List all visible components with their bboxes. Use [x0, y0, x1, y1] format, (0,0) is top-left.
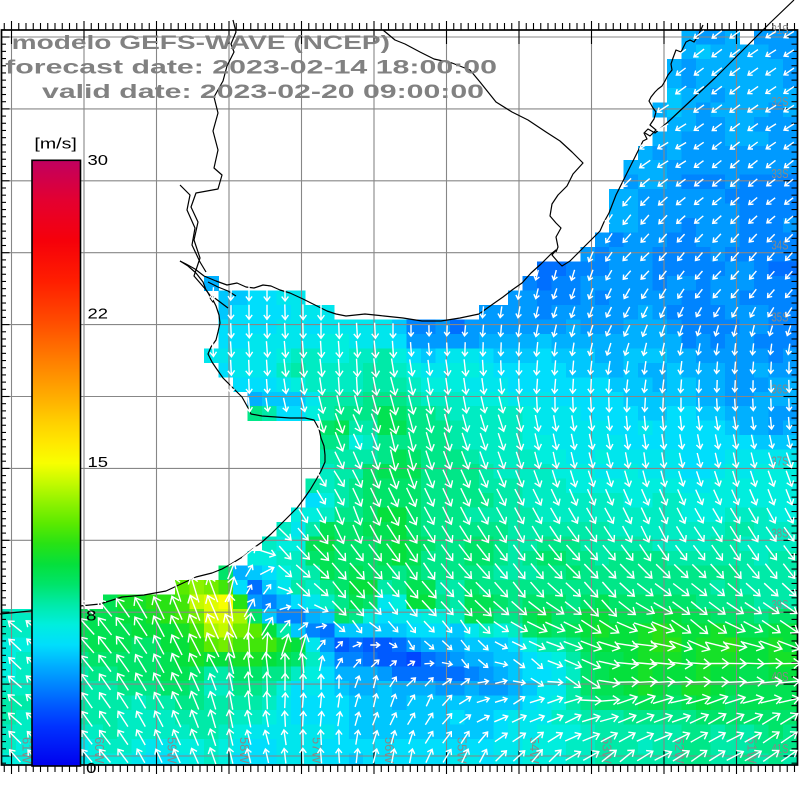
- svg-text:53W: 53W: [600, 737, 614, 764]
- svg-text:54W: 54W: [527, 737, 541, 764]
- svg-text:22: 22: [88, 307, 109, 323]
- svg-text:33S: 33S: [772, 167, 789, 181]
- svg-text:57W: 57W: [310, 737, 324, 764]
- svg-text:36S: 36S: [772, 383, 789, 397]
- svg-text:39S: 39S: [772, 598, 789, 612]
- svg-text:0: 0: [86, 761, 97, 777]
- svg-text:31S: 31S: [772, 23, 789, 37]
- svg-text:34S: 34S: [772, 239, 789, 253]
- svg-text:35S: 35S: [772, 311, 789, 325]
- svg-text:15: 15: [88, 455, 109, 471]
- svg-text:58W: 58W: [237, 737, 251, 764]
- svg-text:52W: 52W: [672, 737, 686, 764]
- svg-text:59W: 59W: [165, 737, 179, 764]
- svg-text:51W: 51W: [745, 737, 759, 764]
- svg-text:modelo GEFS-WAVE (NCEP): modelo GEFS-WAVE (NCEP): [12, 32, 390, 54]
- svg-text:37S: 37S: [772, 454, 789, 468]
- svg-text:8: 8: [86, 609, 97, 625]
- svg-text:forecast date: 2023-02-14 18:0: forecast date: 2023-02-14 18:00:00: [5, 57, 497, 79]
- svg-text:61W: 61W: [20, 737, 34, 764]
- svg-text:valid date: 2023-02-20 09:00:0: valid date: 2023-02-20 09:00:00: [42, 81, 484, 103]
- svg-text:[m/s]: [m/s]: [34, 137, 77, 153]
- svg-text:30: 30: [88, 153, 109, 169]
- svg-text:40S: 40S: [772, 670, 789, 684]
